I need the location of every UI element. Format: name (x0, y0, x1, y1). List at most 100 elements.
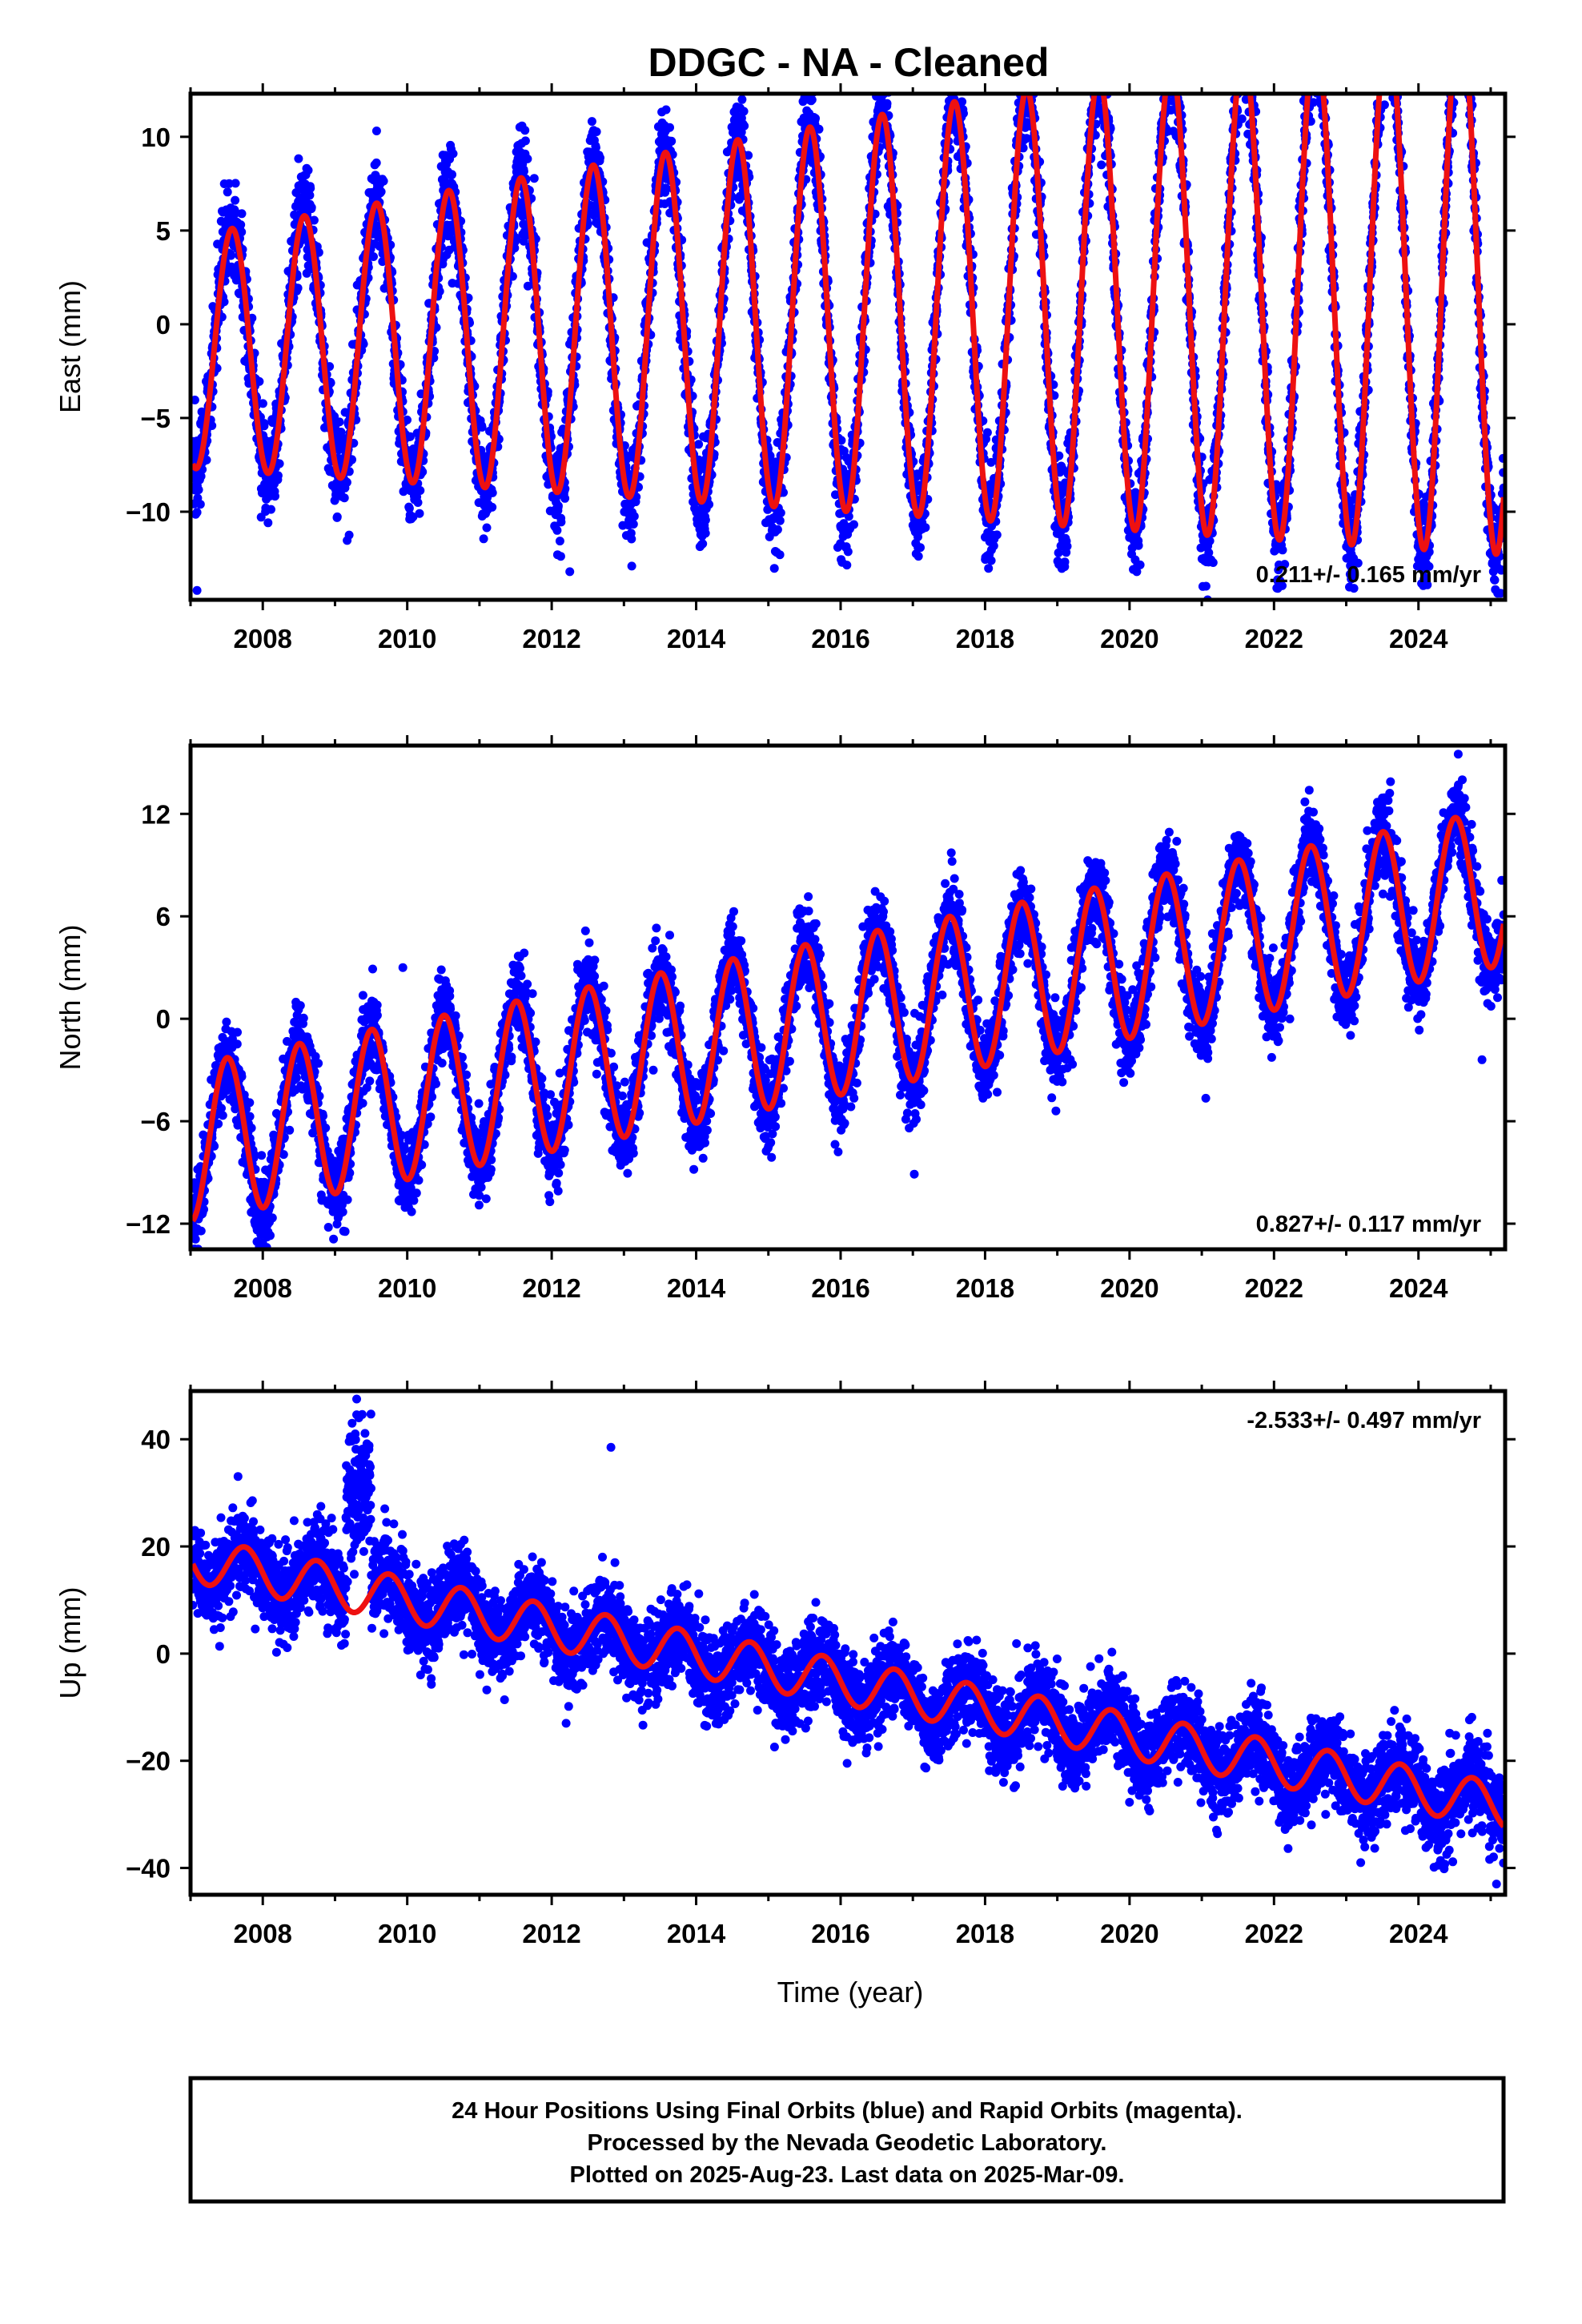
observation-point (404, 504, 414, 513)
observation-point (1175, 60, 1184, 69)
observation-point (332, 512, 342, 521)
observation-point (849, 520, 858, 529)
observation-point (306, 183, 315, 193)
observation-point (1166, 46, 1174, 54)
observation-point (325, 362, 335, 372)
observation-point (552, 525, 562, 535)
observation-point (1164, 26, 1173, 35)
observation-point (560, 493, 570, 503)
observation-point (1097, 42, 1106, 51)
observation-point (1094, 38, 1103, 46)
observation-point (1171, 75, 1180, 84)
observation-point (258, 399, 267, 408)
observation-point (1098, 71, 1106, 80)
observation-point (843, 547, 853, 557)
observation-point (1166, 59, 1174, 68)
observation-point (307, 203, 316, 212)
observation-point (1165, 14, 1174, 23)
observation-point (667, 136, 677, 146)
observation-point (1167, 65, 1176, 74)
observation-point (403, 415, 412, 424)
observation-point (1165, 72, 1174, 81)
observation-point (1097, 60, 1106, 69)
observation-point (1170, 56, 1179, 65)
observation-point (555, 537, 564, 546)
observation-point (1172, 62, 1181, 70)
observation-point (807, 95, 817, 105)
observation-point (488, 502, 497, 512)
observation-point (255, 376, 264, 386)
observation-point (263, 518, 273, 528)
observation-point (921, 523, 930, 533)
observation-point (309, 215, 319, 225)
observation-point (1162, 11, 1170, 20)
observation-point (814, 124, 824, 134)
observation-point (305, 191, 315, 200)
observation-point (701, 515, 710, 525)
observation-point (195, 500, 205, 509)
observation-point (1168, 68, 1177, 77)
observation-point (519, 167, 528, 176)
observation-point (1166, 71, 1175, 80)
observation-point (479, 534, 488, 544)
observation-point (1098, 55, 1106, 64)
observation-point (231, 195, 240, 205)
observation-point (1162, 45, 1171, 54)
observation-point (1089, 82, 1098, 90)
observation-point (775, 516, 785, 525)
observation-point (271, 492, 279, 501)
observation-point (231, 179, 240, 188)
observation-point (694, 440, 704, 449)
observation-point (520, 126, 530, 135)
observation-point (1168, 46, 1177, 54)
observation-point (775, 550, 785, 560)
observation-point (1167, 63, 1176, 72)
observation-point (1101, 81, 1110, 90)
observation-point (1163, 18, 1172, 27)
observation-point (294, 154, 303, 163)
observation-point (1090, 74, 1099, 83)
chart-title: DDGC - NA - Cleaned (648, 40, 1050, 85)
observation-point (1171, 16, 1180, 25)
observation-point (191, 396, 199, 404)
observation-point (1161, 22, 1170, 31)
observation-point (415, 509, 424, 518)
observation-point (773, 525, 782, 534)
observation-point (627, 534, 636, 544)
observation-point (1163, 35, 1172, 44)
observation-point (1094, 81, 1103, 90)
observation-point (1171, 77, 1180, 86)
observation-point (1163, 75, 1172, 84)
observation-point (344, 530, 354, 540)
observation-point (587, 117, 596, 127)
observation-point (219, 297, 229, 307)
observation-point (1093, 78, 1102, 86)
observation-point (592, 127, 601, 136)
observation-point (1170, 58, 1179, 67)
observation-point (1172, 69, 1181, 78)
observation-point (1166, 68, 1175, 77)
observation-point (369, 252, 378, 261)
observation-point (948, 84, 957, 93)
observation-point (1164, 48, 1173, 57)
observation-point (408, 513, 418, 521)
observation-point (1167, 65, 1176, 74)
observation-point (275, 459, 284, 468)
observation-point (627, 561, 636, 571)
observation-point (1098, 65, 1107, 74)
observation-point (1165, 74, 1174, 83)
observation-point (335, 417, 344, 427)
observation-point (529, 174, 539, 183)
observation-point (330, 412, 339, 421)
observation-point (482, 523, 492, 533)
observation-point (1090, 64, 1099, 73)
observation-point (1095, 57, 1104, 66)
observation-point (701, 529, 710, 538)
observation-point (1173, 62, 1182, 71)
observation-point (1170, 18, 1178, 27)
observation-point (236, 220, 246, 230)
observation-point (194, 485, 203, 495)
observation-point (1174, 74, 1182, 82)
observation-point (1166, 50, 1175, 58)
observation-point (1170, 44, 1179, 53)
